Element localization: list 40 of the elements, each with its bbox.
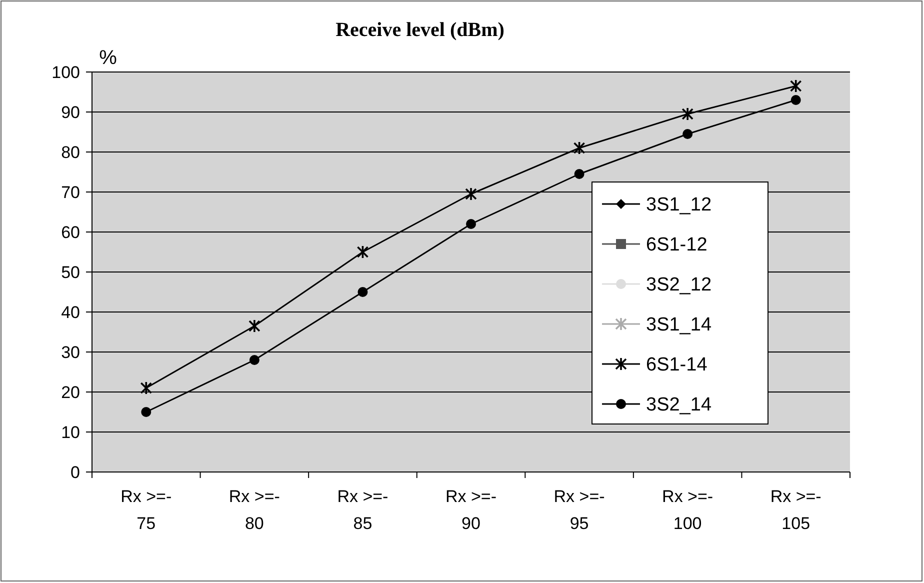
y-axis-title: % (99, 47, 118, 69)
x-tick-label: Rx >=-85 (337, 487, 388, 533)
point (573, 141, 586, 155)
point (466, 219, 476, 229)
point (465, 187, 477, 201)
point (140, 381, 152, 395)
legend-label: 6S1-14 (646, 354, 708, 376)
legend-label: 3S1_14 (646, 314, 712, 336)
y-tick-label: 60 (61, 222, 80, 242)
y-tick-label: 90 (61, 102, 80, 122)
y-tick-label: 30 (61, 342, 80, 362)
chart-title: Receive level (dBm) (336, 19, 504, 41)
x-tick-label: Rx >=-100 (662, 487, 714, 533)
point (248, 319, 260, 333)
point (682, 107, 694, 121)
legend-label: 3S2_12 (646, 274, 712, 296)
x-tick-label: Rx >=-75 (120, 487, 172, 533)
y-tick-label: 20 (61, 382, 80, 402)
point (790, 95, 801, 105)
point (358, 287, 368, 297)
legend-label: 3S2_14 (646, 394, 712, 416)
x-tick-label: Rx >=-80 (228, 487, 280, 533)
x-tick-label: Rx >=-95 (554, 487, 605, 533)
y-tick-label: 70 (61, 182, 80, 202)
y-tick-label: 50 (61, 262, 80, 282)
y-tick-label: 100 (52, 62, 80, 82)
point (249, 355, 260, 365)
point (682, 129, 693, 139)
y-tick-label: 80 (61, 142, 80, 162)
point (574, 169, 584, 179)
x-tick-label: Rx >=-105 (770, 487, 822, 533)
point (356, 245, 369, 259)
legend-label: 6S1-12 (646, 234, 708, 256)
legend-label: 3S1_12 (646, 194, 712, 216)
y-tick-label: 10 (61, 422, 80, 442)
point (141, 407, 152, 417)
y-tick-label: 0 (70, 462, 80, 482)
x-tick-label: Rx >=-90 (445, 487, 497, 533)
y-tick-label: 40 (61, 302, 80, 322)
point (790, 79, 802, 93)
